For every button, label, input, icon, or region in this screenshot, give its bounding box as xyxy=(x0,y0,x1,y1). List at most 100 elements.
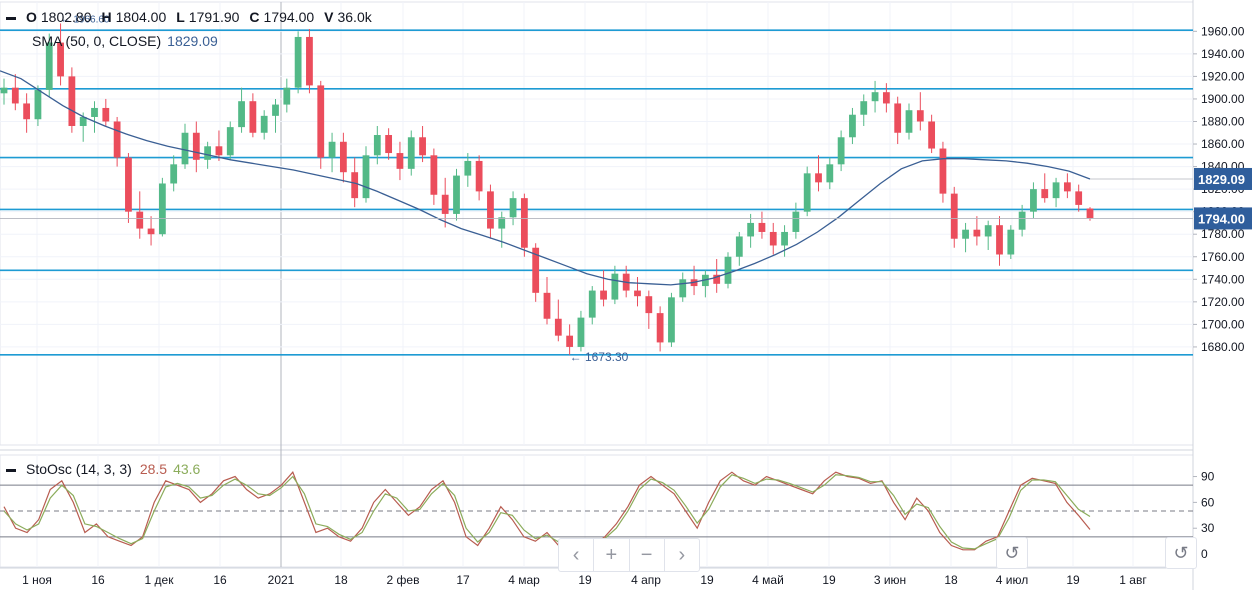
x-tick-label: 16 xyxy=(91,573,105,587)
candle xyxy=(656,306,664,352)
candle xyxy=(487,184,494,239)
zoom-out-button[interactable]: − xyxy=(630,539,665,571)
x-tick-label: 1 дек xyxy=(145,573,175,587)
candle-body xyxy=(916,110,924,122)
zoom-in-button[interactable]: + xyxy=(594,539,630,571)
candle-body xyxy=(634,290,641,297)
candle-body xyxy=(464,160,472,176)
candle-body xyxy=(532,247,540,293)
y-tick-label: 1700.00 xyxy=(1201,317,1245,331)
candle-body xyxy=(973,229,981,237)
open-value: 1802.80 xyxy=(40,9,92,25)
candle-body xyxy=(588,290,596,318)
candle-body xyxy=(328,141,336,158)
low-annotation: ← 1673.30 xyxy=(570,350,629,364)
candle xyxy=(170,155,178,192)
reset-scale-button[interactable]: ↺ xyxy=(1165,537,1197,569)
candle xyxy=(23,93,31,133)
candle xyxy=(339,132,347,183)
candle xyxy=(215,130,223,161)
candle xyxy=(113,116,121,167)
candle-body xyxy=(1007,229,1015,255)
candle xyxy=(815,155,822,192)
candle-body xyxy=(441,194,449,214)
candle xyxy=(532,243,540,302)
candle-body xyxy=(136,211,144,229)
candle-body xyxy=(260,115,268,133)
candle-body xyxy=(769,231,777,246)
stoch-y-tick-label: 60 xyxy=(1201,495,1215,509)
candle-body xyxy=(147,228,155,235)
candle xyxy=(385,128,393,160)
candle-body xyxy=(215,146,223,156)
stoch-y-tick-label: 90 xyxy=(1201,470,1215,484)
candle xyxy=(283,78,291,113)
candle xyxy=(577,310,585,352)
collapse-legend-icon[interactable] xyxy=(6,16,16,20)
candle-body xyxy=(339,141,347,173)
candle-body xyxy=(758,222,766,232)
x-tick-label: 16 xyxy=(213,573,227,587)
reset-chart-button[interactable]: ↺ xyxy=(996,537,1028,569)
stoch-y-tick-label: 30 xyxy=(1201,521,1215,535)
candle xyxy=(328,132,336,173)
stoch-legend-label: StoOsc (14, 3, 3) xyxy=(26,461,132,477)
candle-body xyxy=(283,87,291,105)
candle-body xyxy=(1052,182,1060,199)
candle xyxy=(962,222,969,253)
volume-label: V xyxy=(324,9,334,25)
sma-legend[interactable]: SMA (50, 0, CLOSE) 1829.09 xyxy=(32,32,218,50)
x-tick-label: 19 xyxy=(700,573,714,587)
chart-navigation: ‹ + − › xyxy=(558,538,700,572)
x-tick-label: 4 июл xyxy=(996,573,1028,587)
candle xyxy=(1030,182,1037,219)
candle xyxy=(871,80,879,113)
x-tick-label: 19 xyxy=(1066,573,1080,587)
candle-body xyxy=(419,137,426,156)
y-tick-label: 1940.00 xyxy=(1201,47,1245,61)
stoch-legend[interactable]: StoOsc (14, 3, 3) 28.5 43.6 xyxy=(6,460,200,478)
candle xyxy=(634,277,641,307)
candle xyxy=(735,231,743,266)
high-label: H xyxy=(101,9,112,25)
candle xyxy=(226,121,234,160)
candle xyxy=(826,157,834,190)
last-price-badge-bg xyxy=(1194,207,1252,230)
candle xyxy=(509,191,517,226)
candle xyxy=(588,286,596,325)
candle-body xyxy=(815,173,822,183)
candle xyxy=(136,191,144,239)
candle-body xyxy=(668,297,675,343)
candle-body xyxy=(351,172,359,199)
candle-body xyxy=(645,296,653,314)
scroll-left-button[interactable]: ‹ xyxy=(559,539,595,571)
candle-body xyxy=(11,87,19,104)
collapse-pane-icon[interactable] xyxy=(6,468,16,472)
candle-body xyxy=(962,229,969,239)
y-tick-label: 1880.00 xyxy=(1201,114,1245,128)
candle xyxy=(781,225,788,257)
candle xyxy=(430,148,438,205)
candle xyxy=(1007,225,1015,260)
volume-value: 36.0k xyxy=(337,9,372,25)
stoch-k-line xyxy=(3,471,1091,551)
candle xyxy=(837,130,845,172)
candle xyxy=(996,216,1003,266)
close-label: C xyxy=(249,9,260,25)
candle xyxy=(894,96,902,145)
candle-body xyxy=(113,121,121,158)
candle xyxy=(758,211,766,239)
main-pane-frame xyxy=(0,1,1194,446)
candle-body xyxy=(1030,189,1037,212)
scroll-right-button[interactable]: › xyxy=(678,543,686,566)
sma-legend-value: 1829.09 xyxy=(167,33,218,49)
candle-body xyxy=(23,103,31,120)
candle xyxy=(306,29,313,94)
candle xyxy=(882,83,890,113)
candle-body xyxy=(170,164,178,184)
candle xyxy=(792,202,800,239)
candle-body xyxy=(679,279,687,298)
candle-body xyxy=(294,36,302,88)
candle-body xyxy=(1075,191,1083,205)
